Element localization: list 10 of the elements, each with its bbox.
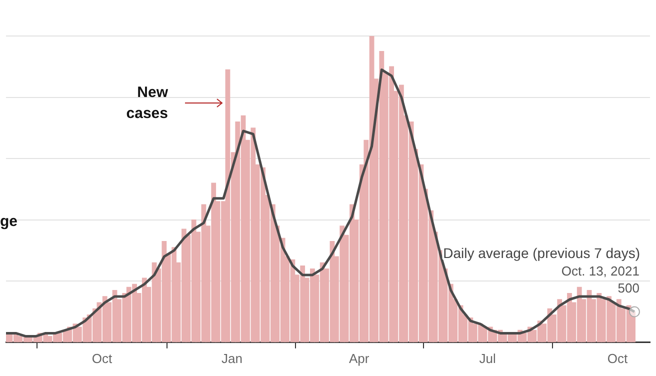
annotation: New cases [126,84,168,122]
x-tick-label: Apr [348,350,370,366]
x-tick-label: Jul [479,350,496,366]
x-tick-label: Oct [92,350,113,366]
series-label: Daily average (previous 7 days) [443,244,640,261]
annotation: ge [0,213,18,230]
annotation: Oct. 13, 2021 [561,263,640,278]
x-tick-label: Oct [607,350,628,366]
x-tick-label: Jan [221,350,242,366]
annotation: 500 [618,280,640,296]
